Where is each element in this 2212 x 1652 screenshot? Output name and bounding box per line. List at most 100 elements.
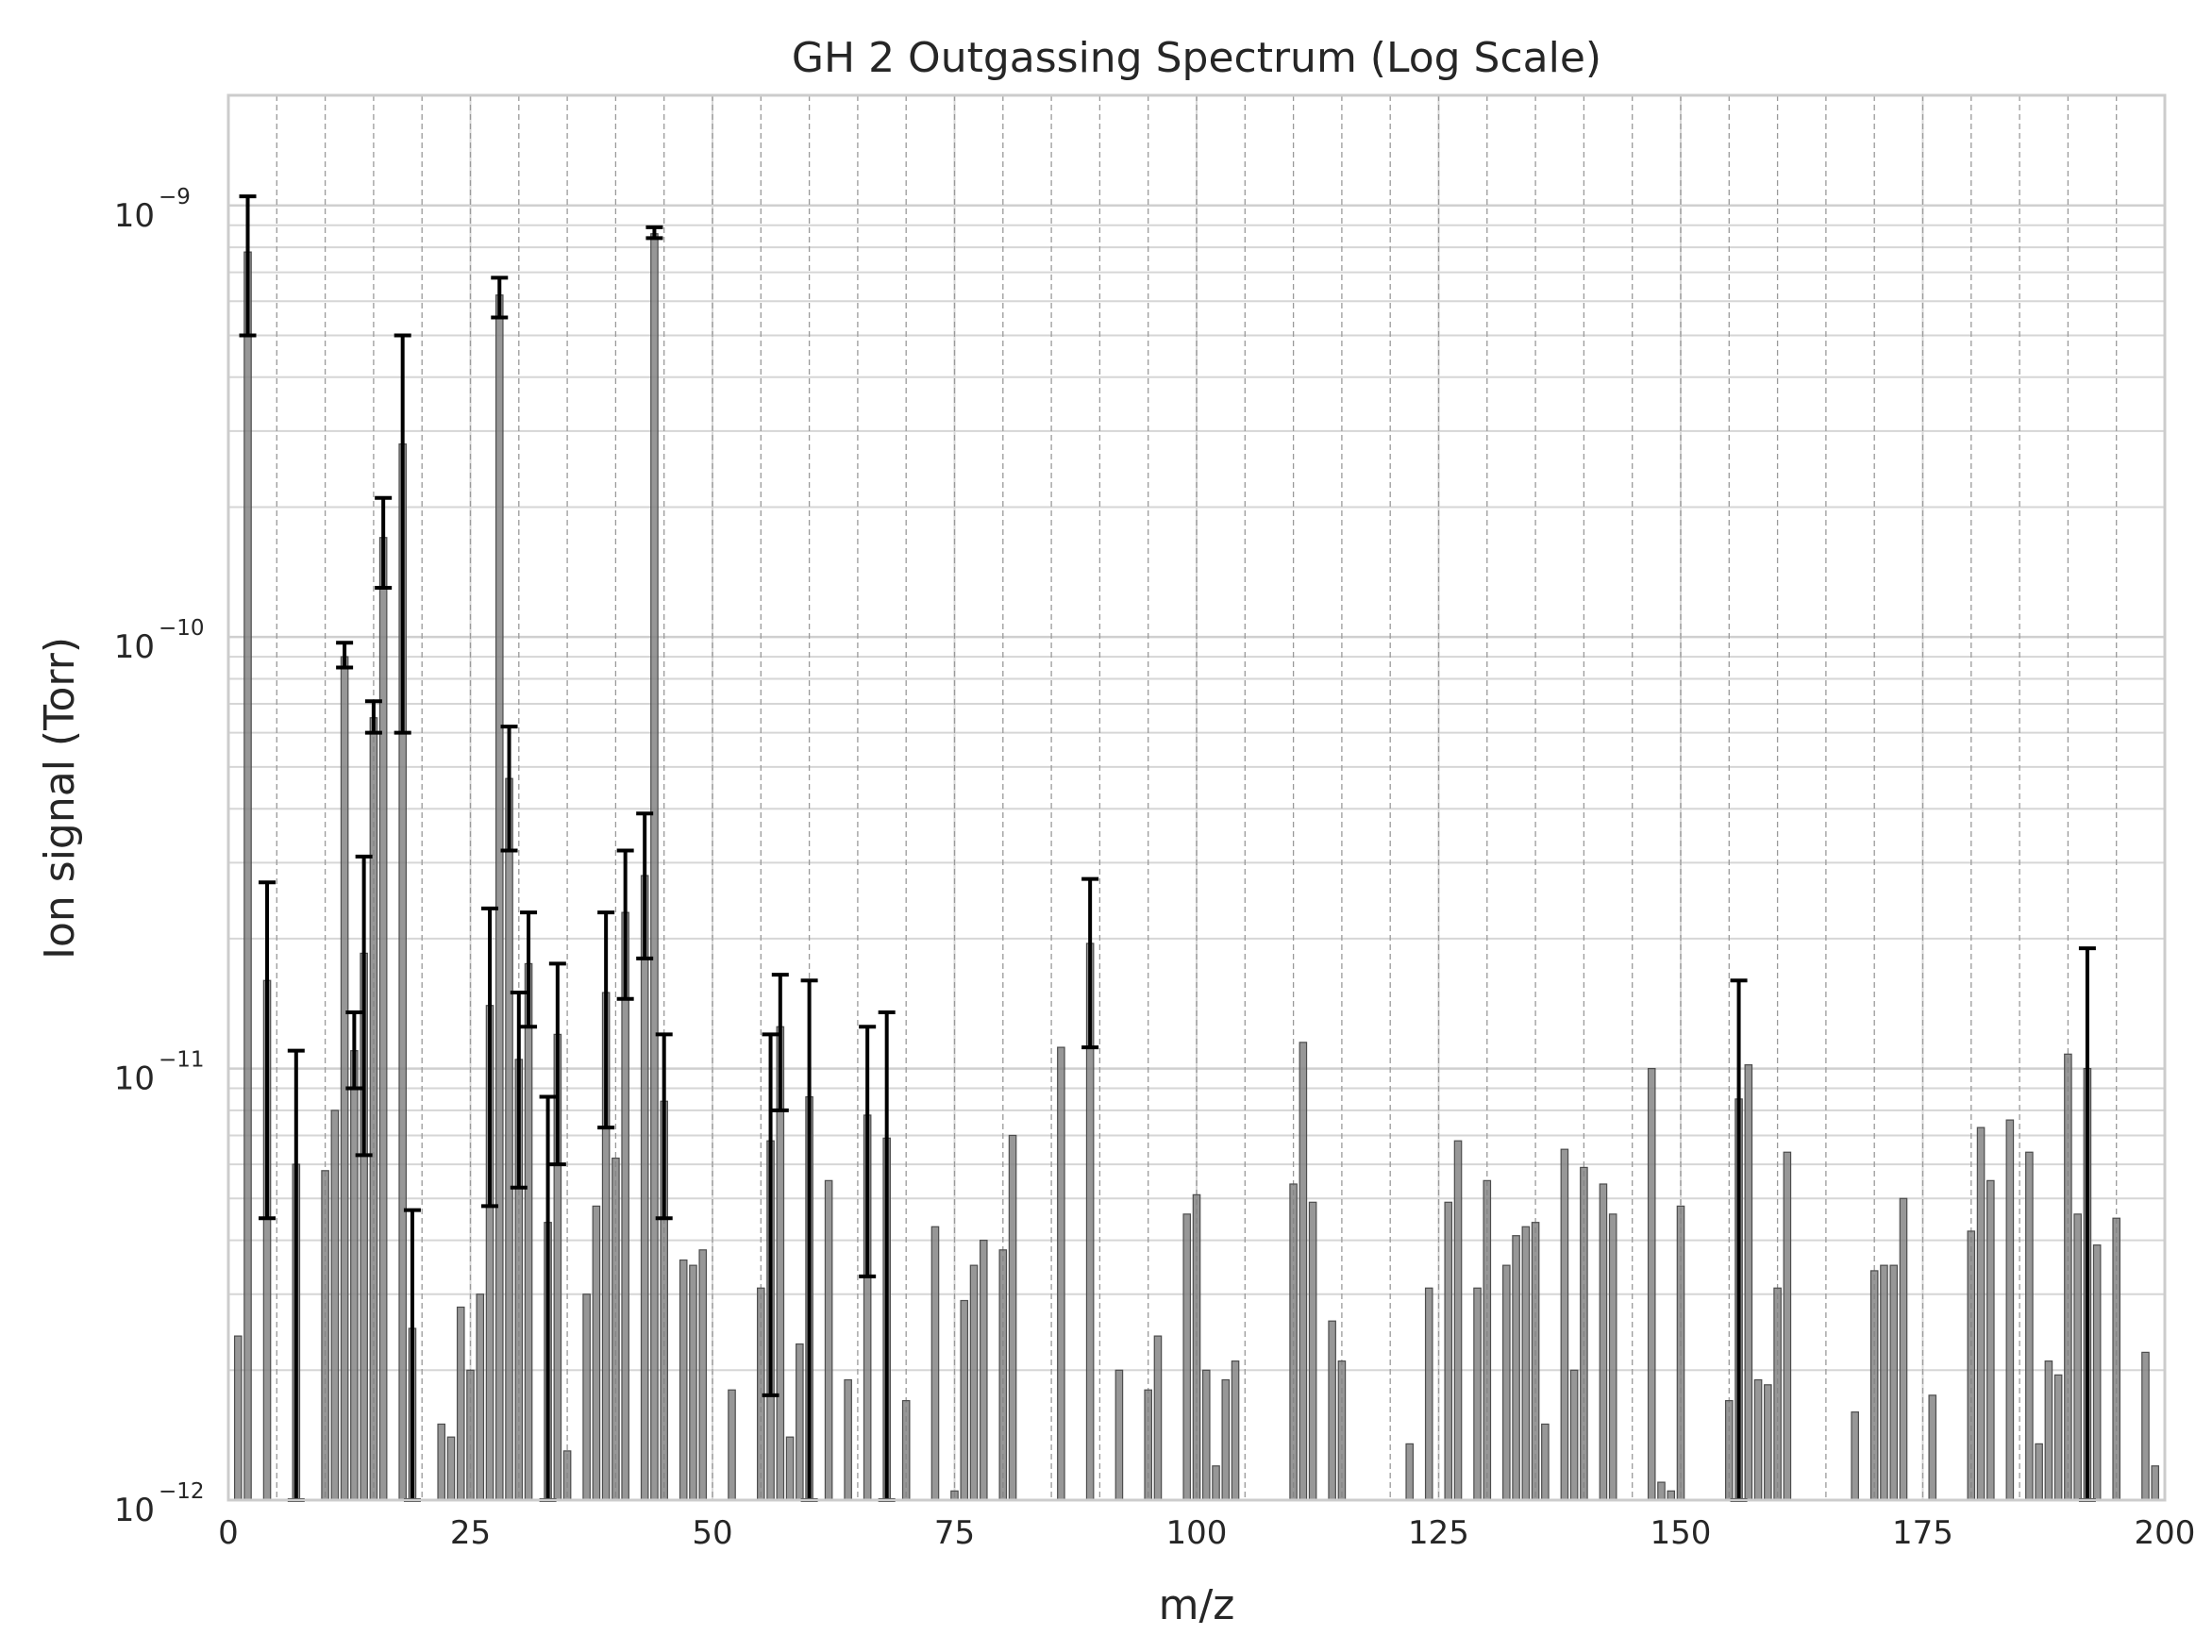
bar	[2025, 1151, 2034, 1501]
bar	[1851, 1411, 1859, 1501]
bar	[1289, 1183, 1298, 1501]
bar	[2005, 1119, 2015, 1501]
bar	[321, 1170, 329, 1501]
bar	[1521, 1226, 1531, 1501]
bar	[960, 1299, 969, 1501]
bar	[1308, 1201, 1317, 1501]
bar	[1144, 1389, 1152, 1501]
bar	[494, 294, 504, 1501]
bar	[1783, 1151, 1792, 1501]
bar	[612, 1157, 620, 1501]
bar	[1483, 1179, 1492, 1501]
bar	[796, 1343, 804, 1501]
chart-title: GH 2 Outgassing Spectrum (Log Scale)	[792, 34, 1601, 82]
bar	[1764, 1384, 1772, 1501]
x-axis-label: m/z	[1159, 1581, 1235, 1629]
bar	[679, 1259, 688, 1501]
bar	[1560, 1148, 1569, 1501]
bar	[1657, 1481, 1666, 1501]
bar	[844, 1378, 852, 1501]
bar	[369, 717, 378, 1501]
bar	[1114, 1369, 1124, 1501]
bar	[1405, 1443, 1415, 1501]
y-tick-label: 10	[114, 1060, 155, 1098]
bar	[562, 1450, 572, 1501]
bar	[1531, 1222, 1540, 1501]
bar	[476, 1293, 485, 1501]
bar	[1869, 1270, 1879, 1501]
x-tick-label: 75	[934, 1514, 975, 1552]
bar	[1337, 1360, 1347, 1501]
bar	[1986, 1179, 1995, 1501]
bar	[1899, 1197, 1908, 1501]
bar	[1328, 1320, 1336, 1501]
bar	[698, 1249, 708, 1501]
bar	[785, 1436, 795, 1501]
bar	[1541, 1423, 1550, 1501]
bar	[1744, 1064, 1753, 1501]
bar	[378, 537, 388, 1501]
y-tick-exponent: −10	[159, 616, 205, 641]
bar	[2044, 1360, 2053, 1501]
bar	[1967, 1230, 1976, 1501]
bar	[466, 1369, 475, 1501]
y-tick-label: 10	[114, 1492, 155, 1529]
bar	[1057, 1046, 1065, 1501]
bar	[437, 1423, 446, 1501]
bar	[1976, 1126, 1986, 1501]
bar	[930, 1226, 940, 1501]
bar	[456, 1306, 465, 1501]
bar	[1008, 1134, 1017, 1501]
bar	[505, 777, 513, 1501]
bar	[1580, 1166, 1588, 1501]
y-tick-exponent: −11	[159, 1048, 205, 1073]
bar	[640, 875, 649, 1501]
x-tick-label: 125	[1408, 1514, 1469, 1552]
bar	[1725, 1399, 1734, 1501]
bar	[1753, 1378, 1763, 1501]
bar	[824, 1179, 833, 1501]
plot-frame	[226, 93, 2167, 1502]
y-tick-label: 10	[114, 628, 155, 666]
bar	[728, 1389, 736, 1501]
bar	[2151, 1465, 2160, 1501]
x-tick-label: 200	[2135, 1514, 2196, 1552]
bar	[1231, 1360, 1240, 1501]
bar	[524, 962, 533, 1501]
bar	[1153, 1335, 1163, 1501]
y-tick-label: 10	[114, 197, 155, 235]
bar	[2064, 1053, 2072, 1501]
bar	[446, 1436, 456, 1501]
bar	[1424, 1287, 1433, 1501]
y-tick-exponent: −9	[159, 185, 191, 209]
bar	[1512, 1235, 1520, 1501]
bar	[340, 656, 349, 1501]
bar	[592, 1205, 601, 1501]
y-axis-label: Ion signal (Torr)	[36, 637, 84, 959]
x-tick-label: 25	[450, 1514, 491, 1552]
bar	[1182, 1213, 1192, 1501]
y-tick-exponent: −12	[159, 1479, 205, 1504]
bar	[1444, 1201, 1453, 1501]
bar	[979, 1240, 988, 1501]
bar	[1201, 1369, 1211, 1501]
bar	[1192, 1193, 1201, 1501]
bar	[969, 1264, 979, 1501]
bar	[901, 1399, 911, 1501]
bar	[1221, 1378, 1231, 1501]
bar	[1569, 1369, 1579, 1501]
bar	[1599, 1183, 1608, 1501]
x-tick-label: 0	[218, 1514, 239, 1552]
bar	[1453, 1140, 1463, 1501]
bar	[243, 251, 252, 1501]
bar	[233, 1335, 243, 1501]
bar	[689, 1264, 697, 1501]
bar	[1299, 1042, 1308, 1501]
bar	[1212, 1465, 1220, 1501]
x-tick-label: 50	[692, 1514, 732, 1552]
bar	[1647, 1067, 1656, 1501]
x-tick-label: 150	[1651, 1514, 1712, 1552]
x-tick-label: 100	[1166, 1514, 1228, 1552]
